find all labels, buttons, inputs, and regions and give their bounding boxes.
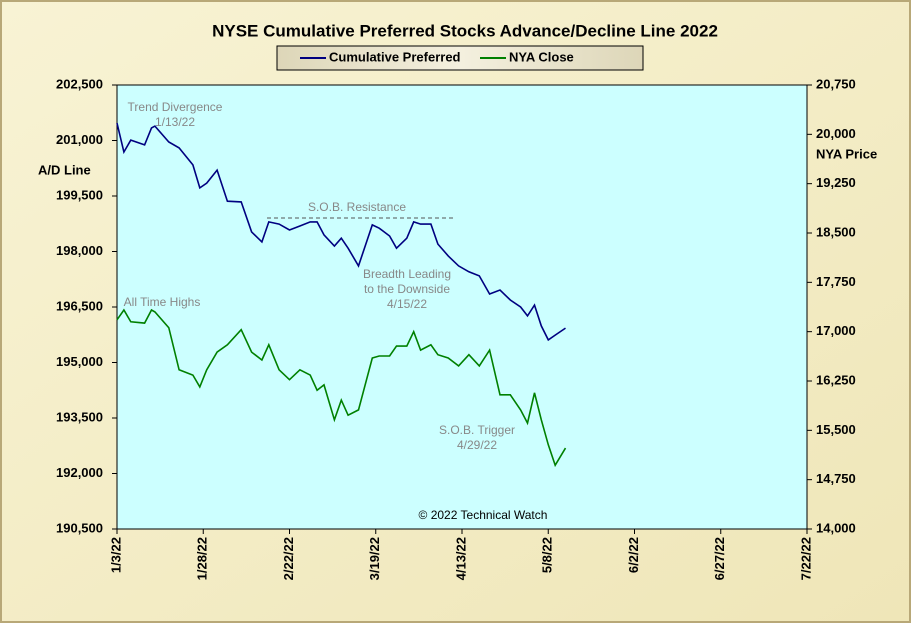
- x-tick-label: 2/22/22: [281, 537, 296, 580]
- x-tick-label: 1/28/22: [195, 537, 210, 580]
- x-tick-label: 4/13/22: [453, 537, 468, 580]
- y2-tick-label: 18,500: [816, 224, 856, 239]
- annotation: 4/29/22: [457, 438, 497, 452]
- y-tick-label: 196,500: [56, 298, 103, 313]
- x-tick-label: 7/22/22: [798, 537, 813, 580]
- y2-tick-label: 16,250: [816, 372, 856, 387]
- y2-tick-label: 17,750: [816, 274, 856, 289]
- annotation: 4/15/22: [387, 297, 427, 311]
- y2-tick-label: 17,000: [816, 323, 856, 338]
- annotation: to the Downside: [364, 282, 450, 296]
- x-tick-label: 5/8/22: [540, 537, 555, 573]
- y2-tick-label: 14,000: [816, 520, 856, 535]
- y2-tick-label: 20,750: [816, 76, 856, 91]
- y-tick-label: 193,500: [56, 409, 103, 424]
- legend-label: NYA Close: [509, 49, 574, 64]
- annotation: Trend Divergence: [128, 100, 223, 114]
- y-tick-label: 192,000: [56, 465, 103, 480]
- x-tick-label: 6/2/22: [626, 537, 641, 573]
- legend-label: Cumulative Preferred: [329, 49, 461, 64]
- y2-tick-label: 14,750: [816, 471, 856, 486]
- chart-title: NYSE Cumulative Preferred Stocks Advance…: [212, 21, 718, 40]
- series-line: [116, 122, 566, 342]
- annotation: Breadth Leading: [363, 267, 451, 281]
- annotation: S.O.B. Trigger: [439, 423, 515, 437]
- x-tick-label: 1/3/22: [108, 537, 123, 573]
- x-tick-label: 6/27/22: [712, 537, 727, 580]
- y2-tick-label: 19,250: [816, 175, 856, 190]
- y-tick-label: 198,000: [56, 243, 103, 258]
- copyright: © 2022 Technical Watch: [419, 508, 548, 522]
- plot-area: [116, 84, 808, 530]
- annotation: S.O.B. Resistance: [308, 200, 406, 214]
- y2-axis-label: NYA Price: [816, 146, 877, 161]
- annotation: All Time Highs: [124, 295, 201, 309]
- x-tick-label: 3/19/22: [367, 537, 382, 580]
- annotation: 1/13/22: [155, 115, 195, 129]
- y-tick-label: 199,500: [56, 187, 103, 202]
- y2-tick-label: 20,000: [816, 126, 856, 141]
- legend: [276, 45, 644, 71]
- y-tick-label: 195,000: [56, 354, 103, 369]
- y-tick-label: 201,000: [56, 132, 103, 147]
- y-tick-label: 202,500: [56, 76, 103, 91]
- y-tick-label: 190,500: [56, 520, 103, 535]
- y2-tick-label: 15,500: [816, 422, 856, 437]
- y-axis-label: A/D Line: [38, 162, 91, 177]
- series-line: [116, 308, 567, 468]
